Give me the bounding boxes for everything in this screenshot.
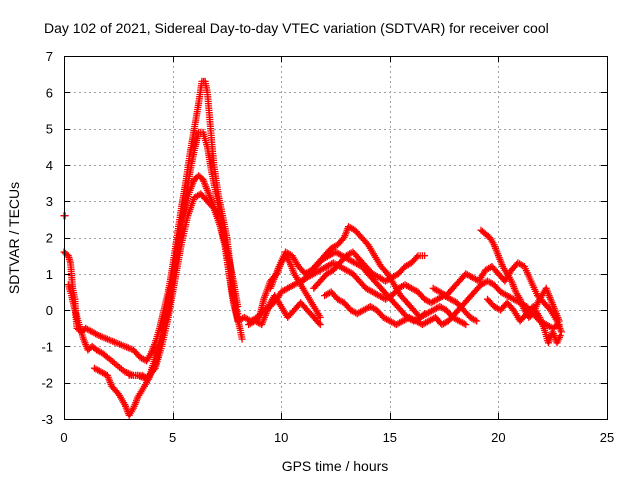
data-point xyxy=(234,303,242,310)
axis-ticks xyxy=(64,56,608,420)
series-track-13 xyxy=(429,259,565,336)
y-tick-label: 2 xyxy=(46,231,53,246)
series-track-11 xyxy=(310,248,429,292)
series-track-5 xyxy=(125,190,242,383)
y-tick-label: -1 xyxy=(41,339,53,354)
x-tick-label: 5 xyxy=(169,430,176,445)
x-tick-label: 25 xyxy=(600,430,614,445)
x-tick-label: 20 xyxy=(491,430,505,445)
y-tick-label: 6 xyxy=(46,85,53,100)
data-point xyxy=(234,310,242,318)
data-point xyxy=(316,321,324,329)
series-track-7 xyxy=(245,292,324,329)
data-point xyxy=(421,252,429,260)
x-tick-label: 0 xyxy=(60,430,67,445)
data-point xyxy=(460,320,468,328)
data-point xyxy=(471,316,479,324)
data-point xyxy=(557,328,565,336)
x-tick-label: 10 xyxy=(274,430,288,445)
x-axis-label: GPS time / hours xyxy=(282,458,389,474)
data-point xyxy=(556,332,564,339)
data-points xyxy=(60,77,565,419)
grid xyxy=(64,56,607,419)
y-tick-label: -2 xyxy=(41,376,53,391)
y-axis-label: SDTVAR / TECUs xyxy=(6,182,22,294)
data-point xyxy=(462,321,470,329)
series-track-15 xyxy=(484,295,564,347)
data-point xyxy=(315,319,323,327)
data-point xyxy=(238,335,246,343)
x-tick-label: 15 xyxy=(383,430,397,445)
y-tick-label: 3 xyxy=(46,194,53,209)
y-tick-label: 1 xyxy=(46,267,53,282)
data-point xyxy=(316,313,324,321)
x-tick-labels: 0 5 10 15 20 25 xyxy=(60,430,614,445)
data-point xyxy=(555,317,563,325)
y-tick-label: 5 xyxy=(46,122,53,137)
y-tick-label: 0 xyxy=(46,303,53,318)
y-tick-label: 7 xyxy=(46,49,53,64)
data-point xyxy=(61,212,69,220)
chart-title: Day 102 of 2021, Sidereal Day-to-day VTE… xyxy=(44,20,549,36)
y-tick-label: -3 xyxy=(41,412,53,427)
y-tick-label: 4 xyxy=(46,158,53,173)
y-tick-labels: -3 -2 -1 0 1 2 3 4 5 6 7 xyxy=(41,49,53,427)
data-point xyxy=(150,366,158,374)
data-point xyxy=(413,253,421,261)
data-point xyxy=(473,317,481,325)
series-track-9 xyxy=(266,223,429,321)
